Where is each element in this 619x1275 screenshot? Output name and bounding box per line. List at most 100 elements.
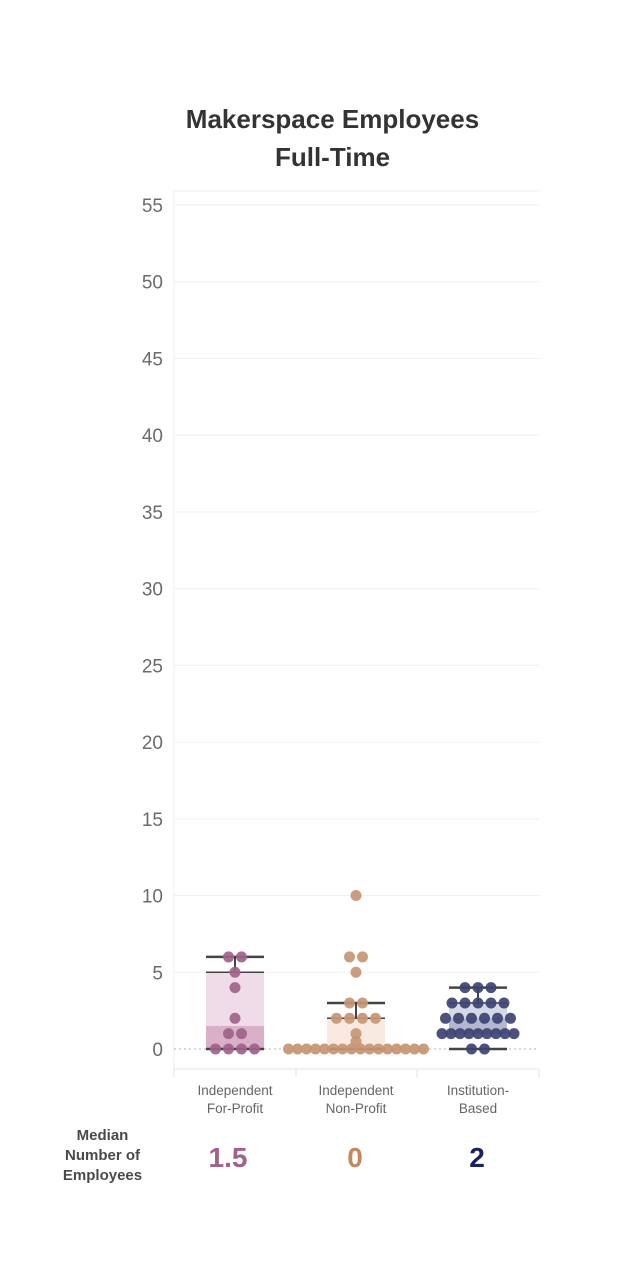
y-tick-label-0: 0 [152, 1040, 163, 1061]
y-tick-label-5: 5 [152, 963, 163, 984]
data-point-institution-based [499, 1028, 511, 1040]
x-category-label-for-profit-2: For-Profit [207, 1101, 264, 1116]
x-category-label-institution-based-1: Institution- [447, 1083, 509, 1098]
data-point-institution-based [485, 982, 497, 994]
data-point-for-profit [229, 966, 241, 978]
median-value-non-profit: 0 [347, 1142, 363, 1173]
y-tick-label-40: 40 [142, 426, 163, 447]
data-point-for-profit [223, 1043, 234, 1055]
data-point-non-profit [373, 1043, 384, 1055]
data-point-non-profit [370, 1012, 381, 1024]
data-point-non-profit [350, 1028, 362, 1040]
median-value-for-profit: 1.5 [208, 1142, 248, 1173]
median-label-line-3: Employees [62, 1167, 143, 1184]
data-point-non-profit [364, 1043, 375, 1055]
data-point-non-profit [350, 966, 362, 978]
data-point-for-profit [249, 1043, 260, 1055]
x-category-label-for-profit-1: Independent [197, 1083, 272, 1098]
y-tick-label-45: 45 [142, 349, 163, 370]
x-category-label-non-profit-2: Non-Profit [326, 1101, 387, 1116]
x-axis: Independent For-Profit Independent Non-Prof… [173, 1069, 540, 1116]
data-point-institution-based [466, 1012, 477, 1024]
box-group-for-profit [206, 951, 264, 1055]
data-point-for-profit [236, 1028, 247, 1040]
y-tick-label-10: 10 [142, 887, 163, 908]
data-point-institution-based [463, 1028, 475, 1040]
data-point-institution-based [445, 1028, 457, 1040]
data-point-for-profit [236, 951, 247, 963]
data-point-institution-based [490, 1028, 502, 1040]
data-point-non-profit [346, 1043, 357, 1055]
data-point-institution-based [466, 1043, 477, 1055]
data-point-non-profit [337, 1043, 348, 1055]
data-point-for-profit [229, 982, 241, 994]
title-line-1: Makerspace Employees [185, 104, 480, 134]
data-point-institution-based [454, 1028, 466, 1040]
y-tick-label-20: 20 [142, 733, 163, 754]
data-point-non-profit [310, 1043, 321, 1055]
data-point-institution-based [479, 1012, 490, 1024]
data-point-institution-based [485, 997, 497, 1009]
boxes [206, 890, 520, 1055]
data-point-institution-based [436, 1028, 448, 1040]
y-tick-label-25: 25 [142, 656, 163, 677]
data-point-institution-based [459, 982, 471, 994]
x-category-label-institution-based-2: Based [459, 1101, 497, 1116]
y-tick-label-55: 55 [142, 196, 163, 217]
y-tick-label-50: 50 [142, 273, 163, 294]
data-point-non-profit [350, 890, 362, 902]
data-point-institution-based [459, 997, 471, 1009]
data-point-non-profit [283, 1043, 294, 1055]
data-point-institution-based [440, 1012, 451, 1024]
data-point-non-profit [382, 1043, 393, 1055]
title-line-2: Full-Time [274, 142, 391, 172]
data-point-non-profit [357, 1012, 368, 1024]
data-point-non-profit [344, 997, 355, 1009]
data-point-institution-based [472, 1028, 484, 1040]
data-point-for-profit [223, 1028, 234, 1040]
data-point-non-profit [391, 1043, 402, 1055]
median-label-line-1: Median [76, 1127, 129, 1144]
data-point-institution-based [446, 997, 458, 1009]
data-point-non-profit [400, 1043, 411, 1055]
data-point-non-profit [357, 997, 368, 1009]
data-point-for-profit [236, 1043, 247, 1055]
data-point-institution-based [472, 982, 484, 994]
data-point-institution-based [472, 997, 484, 1009]
data-point-non-profit [292, 1043, 303, 1055]
data-point-non-profit [344, 951, 355, 963]
data-point-non-profit [344, 1012, 355, 1024]
data-point-non-profit [418, 1043, 429, 1055]
box-group-institution-based [436, 982, 520, 1055]
data-point-for-profit [210, 1043, 221, 1055]
data-point-for-profit [229, 1012, 241, 1024]
median-value-institution: 2 [469, 1142, 485, 1173]
box-lower-half-for-profit [206, 1025, 264, 1049]
data-point-institution-based [492, 1012, 503, 1024]
data-point-institution-based [453, 1012, 464, 1024]
chart-title: Makerspace Employees Full-Time [0, 100, 619, 176]
data-point-non-profit [331, 1012, 342, 1024]
data-point-institution-based [508, 1028, 520, 1040]
median-row-label: Median Number of Employees [40, 1126, 165, 1186]
data-point-non-profit [409, 1043, 420, 1055]
y-tick-label-35: 35 [142, 503, 163, 524]
y-axis: 0 5 10 15 20 25 30 35 40 45 50 55 [142, 196, 163, 1061]
data-point-non-profit [357, 951, 368, 963]
data-point-non-profit [328, 1043, 339, 1055]
y-tick-label-15: 15 [142, 810, 163, 831]
box-group-non-profit [283, 890, 429, 1055]
y-tick-label-30: 30 [142, 580, 163, 601]
data-point-institution-based [481, 1028, 493, 1040]
x-category-label-non-profit-1: Independent [318, 1083, 393, 1098]
data-point-for-profit [223, 951, 234, 963]
data-point-institution-based [498, 997, 510, 1009]
data-point-non-profit [355, 1043, 366, 1055]
data-point-institution-based [505, 1012, 516, 1024]
median-label-line-2: Number of [65, 1147, 140, 1164]
data-point-non-profit [319, 1043, 330, 1055]
data-point-non-profit [301, 1043, 312, 1055]
gridlines [173, 190, 539, 1070]
data-point-institution-based [479, 1043, 490, 1055]
